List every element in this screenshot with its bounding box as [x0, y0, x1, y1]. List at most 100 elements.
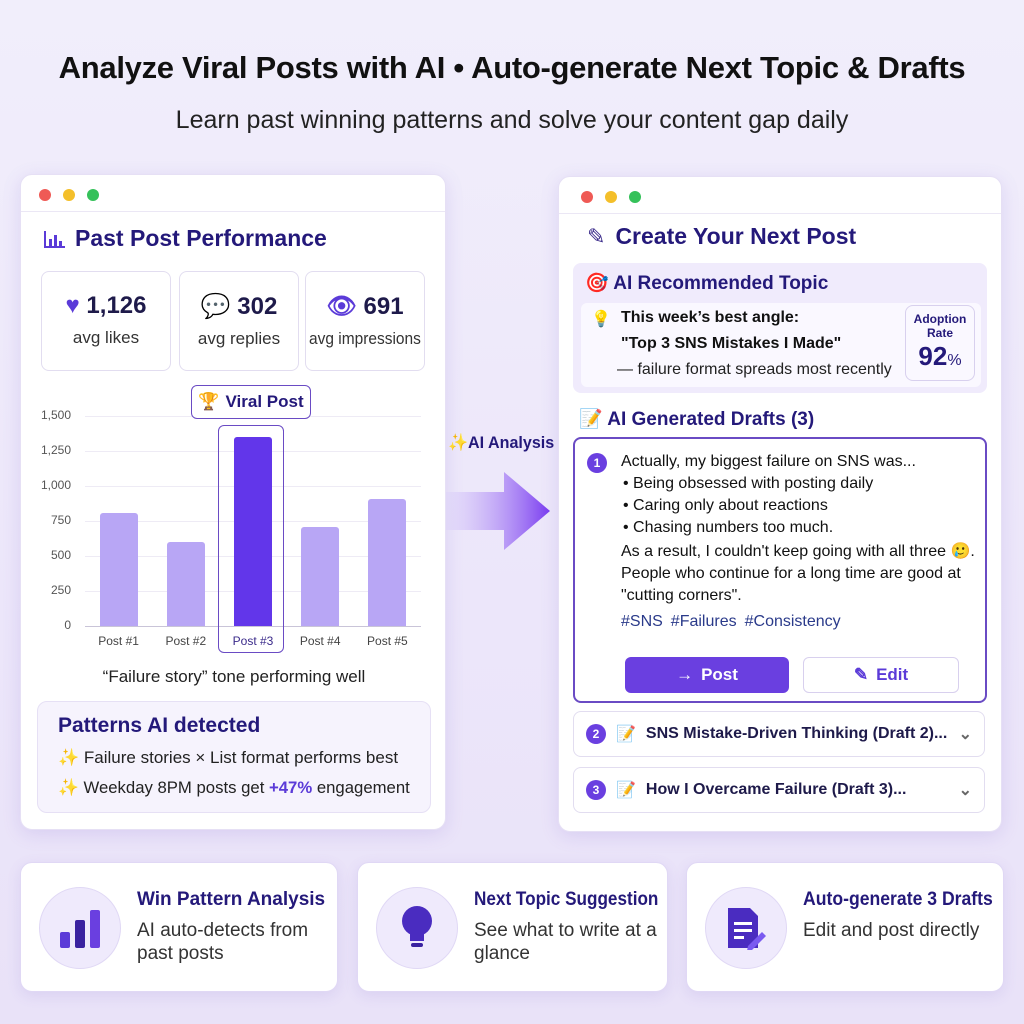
pattern-text: Weekday 8PM posts get	[83, 778, 269, 797]
rate-value: 92	[918, 341, 948, 371]
feature-desc: See what to write at a glance	[474, 920, 657, 964]
y-tick-label: 1,500	[40, 408, 71, 422]
pattern-text: Failure stories × List format performs b…	[83, 748, 399, 767]
topic-reason: — failure format spreads most recently	[617, 361, 892, 378]
feature-win-pattern: Win Pattern Analysis AI auto-detects fro…	[20, 862, 338, 992]
chevron-down-icon[interactable]: ⌄	[958, 726, 972, 743]
window-controls	[39, 189, 99, 201]
feature-next-topic: Next Topic Suggestion See what to write …	[357, 862, 668, 992]
rate-label: Rate	[926, 326, 953, 340]
x-tick-label: Post #2	[165, 634, 207, 648]
draft-row-2[interactable]: 2 📝 SNS Mistake-Driven Thinking (Draft 2).…	[573, 711, 985, 757]
document-edit-icon	[728, 908, 766, 950]
draft-intro: Actually, my biggest failure on SNS was.…	[621, 453, 916, 470]
speech-bubble-icon: 💬	[200, 293, 231, 320]
panel-title: Create Your Next Post	[615, 223, 857, 249]
edit-button[interactable]: ✎ Edit	[803, 657, 959, 693]
bar[interactable]	[166, 542, 205, 626]
highlight-frame	[218, 425, 284, 653]
draft-body: As a result, I couldn't keep going with …	[621, 543, 975, 604]
chevron-down-icon[interactable]: ⌄	[958, 782, 972, 799]
feature-title: Auto-generate 3 Drafts	[803, 889, 993, 910]
arrow-label: AI Analysis	[468, 433, 555, 452]
lightbulb-icon	[402, 906, 432, 947]
draft-bullet: • Being obsessed with posting daily	[623, 475, 874, 492]
lightbulb-icon: 💡	[591, 311, 611, 328]
window-controls	[581, 191, 641, 203]
post-button[interactable]: → Post	[625, 657, 789, 693]
memo-icon: 📝	[579, 409, 603, 430]
draft-number: 2	[586, 724, 606, 744]
feature-title: Win Pattern Analysis	[137, 889, 326, 910]
sparkle-icon: ✨	[58, 748, 80, 767]
bar-chart-icon	[60, 910, 100, 948]
y-tick-label: 750	[50, 513, 71, 527]
target-icon: 🎯	[585, 273, 609, 294]
draft-bullet: • Chasing numbers too much.	[623, 519, 834, 536]
stat-value: 302	[237, 293, 278, 320]
sparkle-icon: ✨	[448, 433, 469, 452]
trophy-icon: 🏆	[198, 392, 220, 411]
x-tick-label: Post #1	[98, 634, 139, 648]
bar-chart-icon	[44, 230, 65, 248]
page-subtitle: Learn past winning patterns and solve yo…	[175, 106, 849, 134]
pattern-item: ✨ Failure stories × List format performs…	[58, 748, 410, 768]
patterns-box: Patterns AI detected ✨ Failure stories ×…	[37, 701, 431, 813]
bar[interactable]	[368, 499, 407, 626]
y-tick-label: 250	[50, 583, 71, 597]
bar[interactable]	[234, 437, 272, 626]
stat-label: avg impressions	[309, 329, 421, 348]
feature-title: Next Topic Suggestion	[474, 889, 659, 910]
drafts-title: AI Generated Drafts (3)	[607, 409, 815, 430]
gridline	[85, 626, 421, 627]
feature-drafts: Auto-generate 3 Drafts Edit and post dir…	[686, 862, 1004, 992]
pencil-icon: ✎	[853, 665, 869, 684]
stat-impressions: 👁 691 avg impressions	[305, 271, 425, 371]
bar[interactable]	[99, 512, 138, 626]
feature-desc: AI auto-detects from past posts	[137, 920, 309, 964]
arrow-right-icon: →	[676, 665, 694, 684]
draft-row-3[interactable]: 3 📝 How I Overcame Failure (Draft 3)... ⌄	[573, 767, 985, 813]
stat-value: 1,126	[86, 292, 147, 319]
draft-number: 3	[586, 780, 606, 800]
eye-icon: 👁	[326, 293, 357, 320]
create-post-panel: ✎ Create Your Next Post 🎯 AI Recommended…	[558, 176, 1002, 832]
sparkle-icon: ✨	[58, 778, 79, 797]
recommend-title: AI Recommended Topic	[613, 273, 829, 294]
x-tick-label: Post #4	[299, 634, 341, 648]
topic-title: "Top 3 SNS Mistakes I Made"	[621, 335, 842, 352]
recommended-topic-box: 🎯 AI Recommended Topic 💡 This week’s bes…	[573, 263, 987, 393]
memo-icon: 📝	[616, 782, 636, 799]
draft-title: SNS Mistake-Driven Thinking (Draft 2)...	[645, 725, 948, 742]
arrow-right-icon	[446, 472, 550, 550]
chart-caption: “Failure story” tone performing well	[102, 667, 366, 686]
viral-post-callout: 🏆 Viral Post	[191, 385, 311, 419]
y-tick-label: 0	[64, 618, 71, 632]
stat-value: 691	[363, 293, 404, 320]
draft-title: How I Overcame Failure (Draft 3)...	[645, 781, 907, 798]
past-performance-panel: Past Post Performance ♥ 1,126 avg likes 💬…	[20, 174, 446, 830]
y-tick-label: 1,000	[40, 478, 71, 492]
stat-label: avg replies	[197, 329, 281, 348]
draft-card-1[interactable]: 1 Actually, my biggest failure on SNS wa…	[573, 437, 987, 703]
hashtag[interactable]: #SNS	[621, 613, 663, 630]
draft-number: 1	[587, 453, 607, 473]
feature-desc: Edit and post directly	[803, 920, 980, 941]
stat-likes: ♥ 1,126 avg likes	[41, 271, 171, 371]
hashtag[interactable]: #Failures	[670, 613, 737, 630]
pattern-item: ✨ Weekday 8PM posts get +47% engagement	[58, 778, 410, 798]
rate-label: Adoption	[913, 312, 967, 326]
patterns-title: Patterns AI detected	[58, 714, 261, 737]
bar[interactable]	[301, 526, 340, 626]
rate-unit: %	[947, 352, 962, 369]
heart-icon: ♥	[65, 292, 80, 319]
pattern-highlight: +47%	[268, 778, 313, 797]
draft-bullet: • Caring only about reactions	[623, 497, 828, 514]
y-tick-label: 1,250	[40, 443, 71, 457]
adoption-rate-badge: Adoption Rate 92%	[905, 305, 975, 381]
pattern-text: engagement	[312, 778, 410, 797]
ai-analysis-label: ✨AI Analysis	[448, 433, 554, 453]
post-label: Post	[701, 665, 738, 684]
bar-chart: 0 250 500 750 1,000 1,250 1,500 Post #1 Post #2 P…	[21, 175, 447, 831]
hashtag[interactable]: #Consistency	[744, 613, 841, 630]
